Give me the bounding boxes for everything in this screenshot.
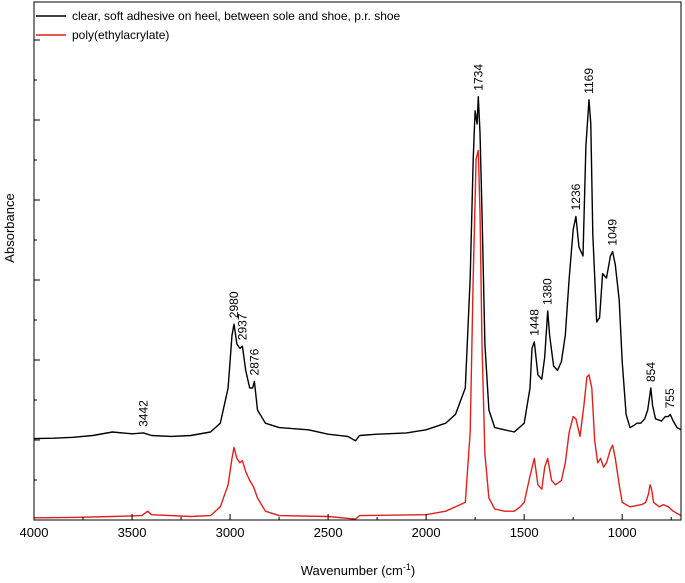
peak-label-3442: 3442 [136, 400, 150, 427]
x-tick-label: 2500 [314, 525, 343, 540]
series-line-1 [33, 149, 682, 520]
x-axis-title: Wavenumber (cm-1) [301, 562, 415, 578]
peak-label-1169: 1169 [582, 68, 596, 94]
legend-label-reference: poly(ethylacrylate) [72, 28, 169, 42]
x-axis-title-close: ) [411, 563, 415, 578]
peak-label-854: 854 [644, 362, 658, 382]
peak-label-2937: 2937 [235, 313, 249, 340]
peak-label-1049: 1049 [606, 219, 620, 246]
series-line-0 [33, 96, 682, 442]
plot-frame [33, 1, 682, 521]
y-axis-title: Absorbance [2, 193, 17, 262]
legend-label-sample: clear, soft adhesive on heel, between so… [72, 9, 401, 23]
peak-label-1448: 1448 [527, 309, 541, 336]
y-axis-ticks [34, 39, 40, 521]
x-tick-label: 1000 [608, 525, 637, 540]
x-tick-label: 3500 [118, 525, 147, 540]
plot-area [33, 96, 682, 520]
peak-label-755: 755 [663, 388, 677, 408]
peak-label-2876: 2876 [247, 348, 261, 375]
x-axis-title-main: Wavenumber (cm [301, 563, 403, 578]
peak-label-1236: 1236 [569, 183, 583, 210]
x-axis-title-superscript: -1 [403, 562, 411, 572]
peak-label-1380: 1380 [541, 278, 555, 305]
x-tick-label: 4000 [20, 525, 49, 540]
x-tick-label: 3000 [216, 525, 245, 540]
legend: clear, soft adhesive on heel, between so… [36, 9, 401, 42]
peak-label-2980: 2980 [227, 291, 241, 318]
x-tick-label: 1500 [510, 525, 539, 540]
x-tick-label: 2000 [412, 525, 441, 540]
peak-label-1734: 1734 [471, 64, 485, 91]
